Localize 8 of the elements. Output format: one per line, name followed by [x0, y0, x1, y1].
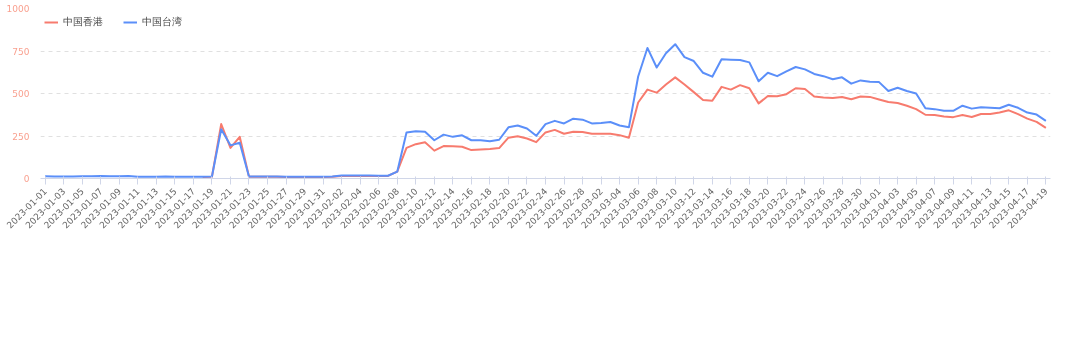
legend-label: 中国台湾 [142, 15, 182, 29]
legend-label: 中国香港 [63, 15, 103, 29]
y-tick-label: 1000 [6, 4, 30, 14]
y-tick-label: 750 [12, 46, 30, 57]
y-tick-label: 500 [12, 89, 30, 99]
y-tick-label: 250 [12, 131, 30, 142]
line-series [44, 43, 1047, 178]
y-tick-label: 0 [23, 174, 30, 184]
